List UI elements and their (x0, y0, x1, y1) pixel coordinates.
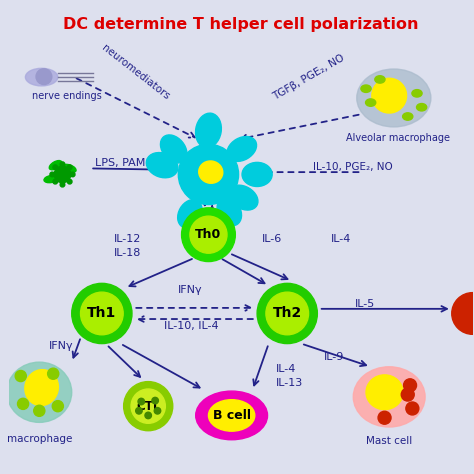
Ellipse shape (146, 153, 178, 178)
Circle shape (81, 292, 123, 335)
Circle shape (257, 283, 318, 344)
Circle shape (154, 408, 161, 414)
Ellipse shape (402, 113, 413, 120)
Text: IL-10, PGE₂, NO: IL-10, PGE₂, NO (313, 163, 392, 173)
Ellipse shape (227, 137, 256, 161)
Circle shape (124, 382, 173, 431)
Circle shape (72, 283, 132, 344)
Text: IL-13: IL-13 (276, 378, 303, 388)
Ellipse shape (196, 391, 267, 440)
Text: IL-5: IL-5 (355, 299, 374, 309)
Text: Th2: Th2 (273, 307, 302, 320)
Ellipse shape (44, 175, 58, 182)
Text: Mast cell: Mast cell (366, 436, 412, 447)
Ellipse shape (199, 161, 223, 183)
Circle shape (152, 397, 158, 404)
Circle shape (60, 162, 65, 166)
Circle shape (67, 179, 72, 184)
Circle shape (182, 208, 235, 262)
Ellipse shape (25, 370, 58, 406)
Ellipse shape (366, 375, 403, 410)
Ellipse shape (7, 362, 72, 422)
Text: IFNγ: IFNγ (48, 341, 73, 351)
Text: DC determine T helper cell polarization: DC determine T helper cell polarization (63, 17, 419, 32)
Text: IL-4: IL-4 (331, 234, 352, 244)
Text: Th1: Th1 (87, 307, 117, 320)
Ellipse shape (209, 400, 255, 431)
Circle shape (60, 182, 65, 187)
Text: B cell: B cell (213, 409, 251, 422)
Circle shape (36, 69, 52, 84)
Text: nerve endings: nerve endings (32, 91, 102, 101)
Text: TGFβ, PGE₂, NO: TGFβ, PGE₂, NO (271, 53, 346, 102)
Text: IL-9: IL-9 (324, 353, 345, 363)
Text: macrophage: macrophage (7, 434, 72, 444)
Circle shape (131, 389, 165, 423)
Circle shape (136, 408, 142, 414)
Circle shape (452, 292, 474, 334)
Circle shape (266, 292, 309, 335)
Circle shape (53, 179, 57, 184)
Text: IFNγ: IFNγ (178, 285, 203, 295)
Text: neuromediators: neuromediators (100, 43, 171, 102)
Ellipse shape (375, 76, 385, 83)
Circle shape (138, 398, 145, 405)
Ellipse shape (217, 197, 242, 226)
Text: Th0: Th0 (195, 228, 221, 241)
Text: IL-4: IL-4 (276, 364, 296, 374)
Text: IL-6: IL-6 (262, 234, 282, 244)
Ellipse shape (161, 135, 187, 163)
Ellipse shape (196, 113, 221, 148)
Ellipse shape (417, 103, 427, 111)
Ellipse shape (372, 78, 407, 113)
Circle shape (378, 411, 391, 424)
Circle shape (406, 402, 419, 415)
Ellipse shape (242, 163, 272, 186)
Ellipse shape (365, 99, 376, 106)
Circle shape (53, 165, 57, 170)
Ellipse shape (26, 68, 58, 86)
Circle shape (18, 398, 28, 410)
Circle shape (67, 165, 72, 170)
Ellipse shape (63, 164, 76, 173)
Circle shape (50, 172, 55, 177)
Text: Alveolar macrophage: Alveolar macrophage (346, 133, 450, 143)
Text: LPS, PAMs: LPS, PAMs (95, 158, 151, 168)
Circle shape (70, 172, 75, 177)
Ellipse shape (49, 161, 62, 170)
Ellipse shape (228, 185, 258, 210)
Text: IL-10, IL-4: IL-10, IL-4 (164, 321, 219, 331)
Ellipse shape (361, 85, 371, 92)
Circle shape (54, 166, 71, 183)
Circle shape (34, 405, 45, 416)
Circle shape (401, 388, 414, 401)
Ellipse shape (178, 200, 202, 228)
Circle shape (15, 371, 27, 382)
Circle shape (190, 216, 227, 253)
Circle shape (47, 368, 59, 379)
Text: CTL: CTL (136, 400, 160, 413)
Ellipse shape (412, 90, 422, 97)
Text: IL-18: IL-18 (113, 248, 141, 258)
Ellipse shape (357, 69, 431, 127)
Ellipse shape (353, 367, 425, 427)
Circle shape (145, 412, 152, 419)
Text: IL-12: IL-12 (113, 234, 141, 244)
Circle shape (403, 379, 417, 392)
Circle shape (52, 401, 64, 412)
Circle shape (178, 144, 238, 205)
